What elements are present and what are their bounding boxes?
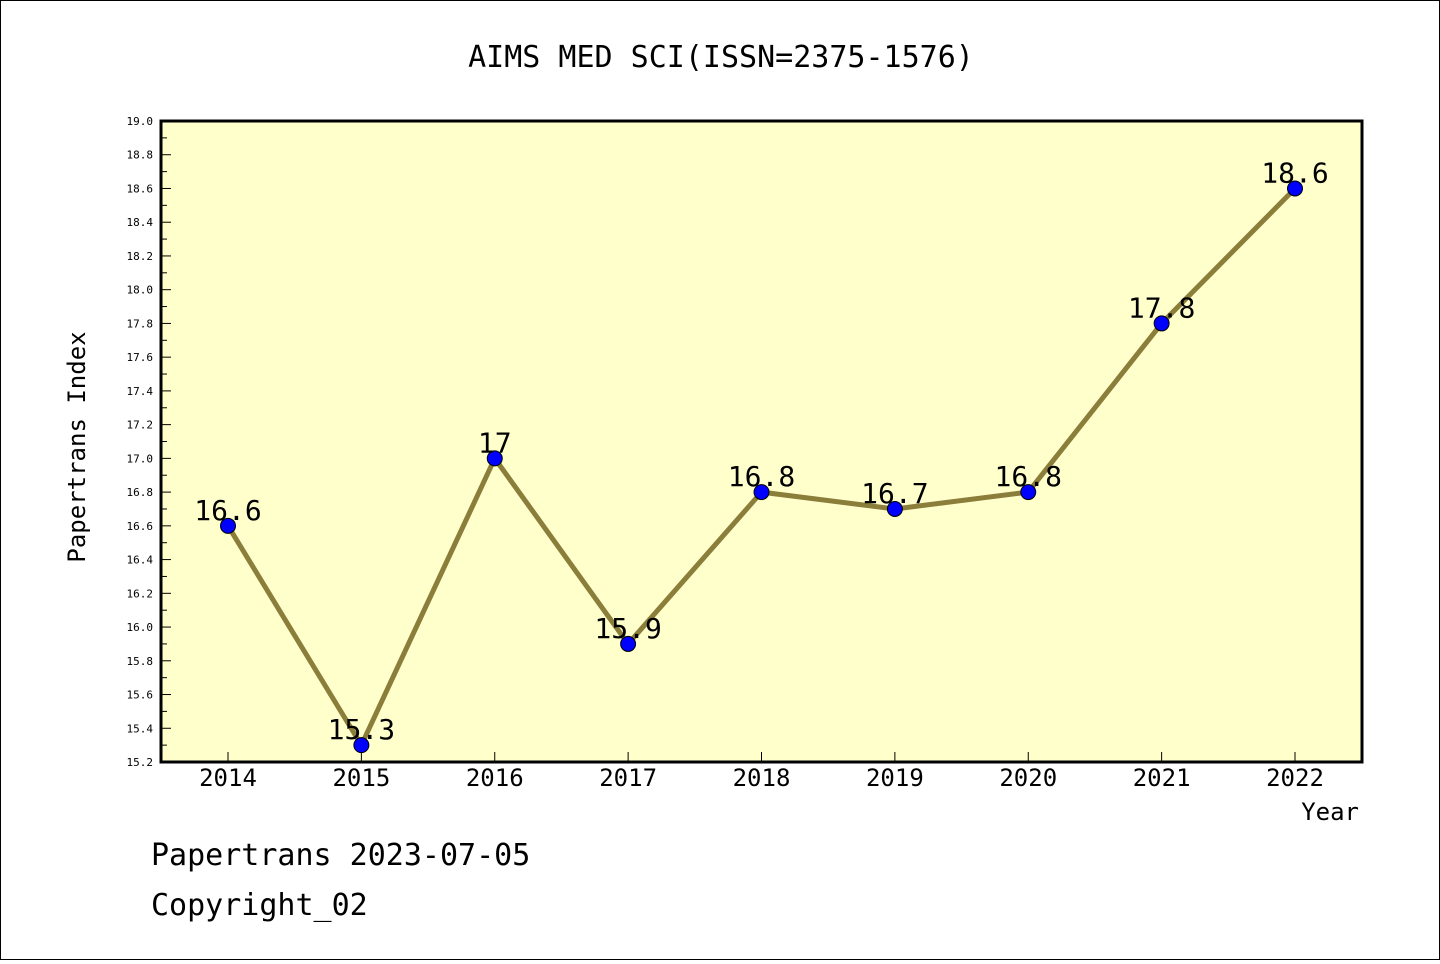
y-tick-label: 18.2 — [127, 250, 154, 263]
x-tick-label: 2019 — [866, 764, 924, 792]
plot-border — [159, 119, 1364, 764]
data-label: 17 — [478, 426, 512, 459]
y-tick-label: 16.2 — [127, 587, 154, 600]
data-label: 15.3 — [328, 713, 395, 746]
data-point — [486, 450, 503, 467]
y-tick-label: 18.0 — [127, 284, 154, 297]
data-labels: 16.6 15.3 17 15.9 16.8 16.7 16.8 17.8 18.6 — [194, 156, 1328, 746]
data-point — [1287, 180, 1303, 197]
data-label: 15.9 — [594, 612, 661, 645]
data-point — [220, 517, 236, 534]
x-axis-title: Year — [1301, 798, 1359, 826]
data-label: 16.7 — [861, 477, 928, 510]
y-tick-label: 16.0 — [127, 621, 154, 634]
y-tick-label: 17.6 — [127, 351, 154, 364]
data-point — [1020, 484, 1037, 501]
y-tick-label: 16.6 — [127, 520, 154, 533]
y-tick-label: 18.4 — [127, 216, 154, 229]
data-point — [353, 737, 370, 754]
footer-date: Papertrans 2023-07-05 — [151, 838, 530, 873]
x-tick-label: 2022 — [1266, 764, 1324, 792]
y-axis-title: Papertrans Index — [63, 331, 91, 562]
x-tick-label: 2021 — [1133, 764, 1191, 792]
series-markers — [220, 180, 1303, 754]
y-tick-label: 18.8 — [127, 149, 154, 162]
data-point — [620, 635, 637, 652]
y-tick-label: 17.8 — [127, 317, 154, 330]
y-tick-label: 16.4 — [127, 554, 154, 567]
data-label: 16.6 — [194, 494, 261, 527]
x-axis: 2014 2015 2016 2017 2018 2019 2020 2021 2022 — [199, 752, 1324, 792]
y-tick-label: 19.0 — [127, 115, 154, 128]
y-tick-label: 18.6 — [127, 182, 154, 195]
y-tick-label: 17.2 — [127, 419, 154, 432]
y-tick-label: 15.4 — [127, 722, 154, 735]
data-point — [753, 484, 770, 501]
y-axis: 15.2 15.4 15.6 15.8 16.0 16.2 16.4 16.6 16.8 17.0… — [127, 115, 171, 769]
data-label: 16.8 — [995, 460, 1062, 493]
footer-copyright: Copyright_02 — [151, 888, 368, 923]
data-label: 17.8 — [1128, 291, 1195, 324]
y-tick-label: 17.0 — [127, 452, 154, 465]
data-label: 16.8 — [728, 460, 795, 493]
x-tick-label: 2020 — [999, 764, 1057, 792]
x-tick-label: 2016 — [466, 764, 524, 792]
y-tick-label: 15.6 — [127, 689, 154, 702]
x-tick-label: 2017 — [599, 764, 657, 792]
x-tick-label: 2018 — [733, 764, 791, 792]
x-tick-label: 2014 — [199, 764, 257, 792]
data-point — [1153, 315, 1170, 332]
y-tick-label: 15.8 — [127, 655, 154, 668]
x-tick-label: 2015 — [332, 764, 390, 792]
chart-title: AIMS MED SCI(ISSN=2375-1576) — [468, 40, 974, 75]
y-tick-label: 16.8 — [127, 486, 154, 499]
plot-area — [161, 121, 1362, 762]
y-tick-label: 15.2 — [127, 756, 154, 769]
y-tick-label: 17.4 — [127, 385, 154, 398]
data-point — [886, 500, 903, 517]
data-label: 18.6 — [1261, 156, 1328, 189]
